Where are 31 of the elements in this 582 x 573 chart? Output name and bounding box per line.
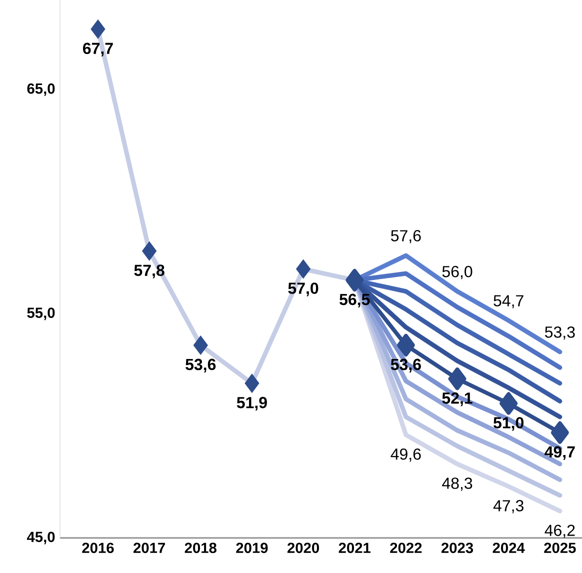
x-tick-label: 2016	[82, 542, 114, 554]
data-label: 49,7	[544, 446, 575, 460]
x-tick-label: 2023	[441, 542, 474, 554]
data-label: 51,9	[236, 396, 267, 411]
data-label: 67,7	[83, 42, 113, 56]
data-label: 51,0	[494, 417, 524, 431]
x-tick-label: 2017	[134, 542, 165, 554]
x-tick-label: 2024	[492, 542, 525, 554]
x-tick-label: 2020	[287, 542, 319, 554]
data-label: 53,3	[545, 326, 575, 340]
data-label: 53,6	[186, 358, 216, 372]
x-tick-label: 2018	[184, 542, 216, 554]
data-label: 48,3	[442, 478, 472, 491]
y-tick-label: 55,0	[27, 308, 55, 320]
data-label: 53,6	[390, 358, 421, 372]
data-label: 57,8	[134, 264, 164, 278]
data-label: 49,6	[390, 448, 421, 462]
data-label: 54,7	[494, 295, 524, 308]
data-label: 46,2	[544, 524, 575, 538]
y-tick-label: 65,0	[27, 83, 55, 96]
data-label: 56,5	[340, 294, 370, 308]
data-label: 52,1	[442, 392, 472, 406]
y-tick-label: 45,0	[26, 532, 55, 544]
data-label: 47,3	[493, 500, 524, 514]
data-label: 57,6	[391, 230, 421, 244]
data-label: 56,0	[442, 266, 472, 280]
data-label: 57,0	[288, 282, 318, 296]
x-tick-label: 2025	[544, 542, 576, 554]
x-tick-label: 2021	[338, 542, 371, 554]
x-tick-label: 2022	[390, 542, 422, 554]
x-tick-label: 2019	[236, 542, 268, 554]
